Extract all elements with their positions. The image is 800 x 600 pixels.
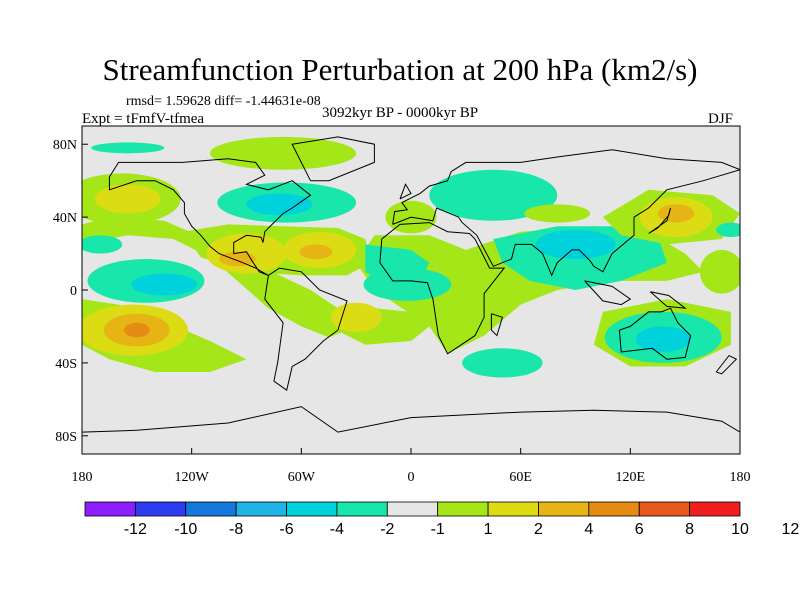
y-tick-label: 80S (55, 430, 77, 445)
coastline-south-america (264, 267, 348, 392)
colorbar-label: -4 (330, 521, 344, 538)
rmsd-diff-stats: rmsd= 1.59628 diff= -1.44631e-08 (126, 94, 321, 109)
axis-ticks: 180 120W 60W 0 60E 120E 180 80N 40N 0 40S 80S (53, 138, 751, 485)
coastline-new-guinea (650, 291, 687, 309)
coastline-antarctica (82, 406, 740, 433)
colorbar-swatch (84, 501, 136, 517)
chart-title: Streamfunction Perturbation at 200 hPa (… (102, 52, 698, 87)
colorbar-swatch (689, 501, 741, 517)
contour-south-asia-level-4 (535, 229, 616, 260)
y-tick-label: 80N (53, 138, 77, 153)
coastline-greenland (291, 136, 375, 182)
colorbar-label: -2 (380, 521, 394, 538)
x-tick-label: 180 (72, 470, 93, 485)
colorbar-label: 1 (484, 521, 493, 538)
contour-s-indian-negative (462, 348, 543, 378)
coastline-japan (648, 207, 671, 234)
colorbar-swatch (185, 501, 237, 517)
experiment-label: Expt = tFmfV-tfmea (82, 111, 205, 127)
colorbar-swatch (638, 501, 691, 517)
colorbar-swatch (134, 501, 187, 517)
season-label: DJF (708, 111, 734, 127)
colorbar-swatch (235, 501, 287, 517)
contour-central-asia-positive (524, 204, 591, 223)
coastline-eurasia (392, 149, 740, 277)
x-tick-label: 0 (408, 470, 415, 485)
colorbar-label: 6 (635, 521, 644, 538)
coastline-australia (618, 307, 692, 360)
contour-asia-north-negative (429, 169, 558, 221)
x-tick-label: 60E (509, 470, 532, 485)
colorbar-label: 12 (781, 521, 799, 538)
contour-gulf-of-guinea-negative (363, 268, 452, 301)
colorbar-label: 4 (584, 521, 593, 538)
contour-gulf-level-6 (219, 251, 256, 267)
time-period-label: 3092kyr BP - 0000kyr BP (322, 105, 479, 121)
contour-nw-pacific-level-6 (657, 204, 695, 223)
colorbar-label: -12 (124, 521, 147, 538)
colorbar-label: -1 (431, 521, 445, 538)
y-tick-label: 40N (53, 211, 77, 226)
colorbar: -12 -10 -8 -6 -4 -2 -1 1 2 4 6 8 10 12 (84, 501, 799, 538)
colorbar-swatch (437, 501, 489, 517)
coastline-britain (399, 183, 412, 200)
contour-arctic-positive (209, 136, 357, 170)
colorbar-label: 2 (534, 521, 543, 538)
colorbar-swatch (538, 501, 590, 517)
coastline-africa (379, 222, 506, 355)
colorbar-swatch (487, 501, 539, 517)
colorbar-swatch (588, 501, 640, 517)
coastline-north-america (108, 158, 312, 276)
contour-arctic-negative (91, 142, 165, 154)
coastline-new-zealand (715, 354, 738, 375)
contour-s-atlantic-level-4 (330, 302, 382, 332)
coastline-madagascar (490, 313, 504, 337)
contour-se-pacific-level-8 (124, 322, 150, 338)
contour-nw-pacific-negative (716, 222, 740, 238)
colorbar-label: -6 (279, 521, 293, 538)
colorbar-swatch (336, 501, 388, 517)
contour-n-pacific-level-4 (94, 184, 161, 214)
contour-australia-level-4 (635, 326, 691, 352)
x-tick-label: 60W (288, 470, 316, 485)
x-tick-label: 180 (730, 470, 751, 485)
contour-atlantic-level-6 (299, 244, 333, 260)
contour-fills (82, 136, 740, 378)
colorbar-label: -10 (174, 521, 197, 538)
y-tick-label: 40S (55, 357, 77, 372)
contour-w-pacific-positive (699, 249, 740, 294)
contour-e-pacific-level-4 (131, 273, 198, 296)
contour-positive-tropical-pacific (82, 217, 347, 338)
colorbar-swatch (286, 501, 338, 517)
coastline-indonesia (584, 280, 632, 306)
contour-date-line-negative (82, 235, 123, 254)
colorbar-swatch (386, 501, 439, 517)
colorbar-label: -8 (229, 521, 243, 538)
colorbar-label: 10 (731, 521, 749, 538)
colorbar-label: 8 (685, 521, 694, 538)
coastlines (82, 136, 740, 433)
x-tick-label: 120E (616, 470, 646, 485)
contour-n-atlantic-level-4 (246, 193, 313, 216)
x-tick-label: 120W (175, 470, 210, 485)
y-tick-label: 0 (70, 284, 77, 299)
